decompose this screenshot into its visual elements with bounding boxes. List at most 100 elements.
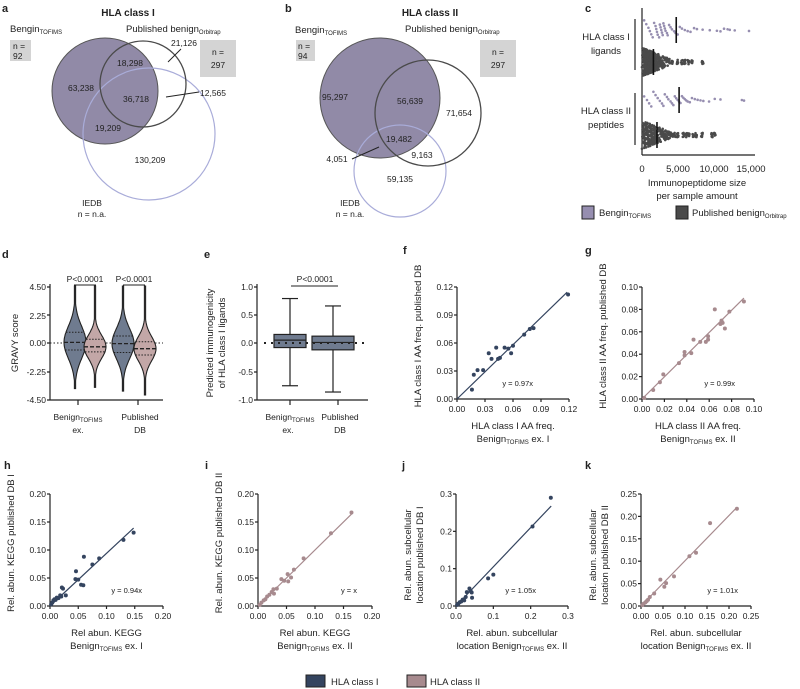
venn-count: 56,639	[397, 96, 423, 106]
n-box	[200, 40, 236, 77]
x-axis-label: HLA class II AA freq.	[655, 421, 741, 432]
venn-count: 9,163	[411, 150, 433, 160]
swarm-point	[656, 96, 659, 100]
swarm-point	[713, 134, 716, 137]
y-tick-label: 0.00	[436, 394, 453, 404]
y-tick-label: 0.06	[436, 338, 453, 348]
swarm-point	[654, 24, 657, 28]
panel-letter: j	[401, 460, 405, 472]
x-tick-label: 0.1	[487, 611, 499, 621]
y-tick-label: 0.08	[621, 304, 638, 314]
swarm-point	[670, 28, 674, 31]
p-value: P<0.0001	[67, 274, 104, 284]
data-point	[506, 346, 511, 351]
panel-letter: k	[585, 460, 592, 472]
fit-line	[49, 527, 135, 607]
swarm-point	[700, 135, 704, 139]
swarm-point	[644, 22, 648, 26]
swarm-point	[667, 23, 671, 27]
data-point	[63, 593, 68, 598]
panel-i-scatter: i 0.00 0.05 0.10 0.15 0.20 0.00 0.05 0.10 0.15 0.2…	[205, 460, 381, 653]
data-point	[291, 567, 296, 572]
data-point	[662, 584, 667, 589]
panel-letter: e	[204, 249, 210, 261]
x-axis-label: Rel abun. KEGG	[71, 628, 142, 639]
label-part: ex. II	[712, 434, 735, 445]
swarm-point	[665, 31, 669, 35]
row-label: ligands	[591, 46, 621, 57]
n-value: n = n.a.	[78, 209, 107, 219]
set-label-bengin: BenginTOFIMS	[295, 25, 347, 37]
regression-equation: y = 0.94x	[111, 586, 142, 595]
p-value: P<0.0001	[297, 274, 334, 284]
data-point	[470, 595, 475, 600]
swarm-point	[693, 97, 697, 101]
x-tick-label: 0.08	[723, 404, 740, 414]
data-point	[469, 590, 474, 595]
data-point	[121, 537, 126, 542]
panel-letter: h	[4, 460, 11, 472]
legend-swatch-class2	[406, 674, 427, 688]
y-axis-label: Rel. abun. KEGG published DB I	[6, 474, 17, 612]
swarm-point	[672, 29, 676, 33]
y-tick-label: 0.20	[620, 511, 637, 521]
violin	[83, 285, 107, 388]
legend-label-class1: HLA class I	[331, 677, 379, 688]
x-tick-label: DB	[334, 425, 346, 435]
venn-circle-bengin	[51, 37, 159, 145]
x-tick-label: 0.00	[633, 611, 650, 621]
data-point	[652, 591, 657, 596]
data-point	[727, 309, 732, 314]
y-tick-label: 0.04	[621, 349, 638, 359]
data-point	[664, 581, 669, 586]
bottom-legend: HLA class I HLA class II	[305, 674, 480, 688]
swarm-point	[647, 135, 650, 138]
y-tick-label: 0.15	[620, 534, 637, 544]
swarm-point	[648, 29, 652, 33]
regression-equation: y = 1.05x	[505, 586, 536, 595]
leader-line	[165, 91, 200, 98]
n-box	[480, 40, 516, 77]
swarm-point	[653, 54, 657, 57]
data-point	[328, 531, 333, 536]
venn-count: 21,126	[171, 38, 197, 48]
regression-equation: y = x	[341, 586, 357, 595]
y-tick-label: 0.00	[620, 601, 637, 611]
panel-letter: a	[2, 3, 9, 15]
set-label-published: Published benignOrbitrap	[405, 24, 500, 36]
data-point	[509, 351, 514, 356]
y-axis-label: Predicted immunogenicity	[205, 288, 216, 397]
x-tick-label: 0.10	[746, 404, 763, 414]
data-point	[682, 353, 687, 358]
ticks	[254, 286, 339, 405]
swarm-point	[659, 140, 663, 144]
x-tick-label: 0.25	[743, 611, 760, 621]
swarm-point	[657, 36, 661, 39]
data-point	[497, 355, 502, 360]
venn-circle-published	[99, 40, 187, 128]
swarm-point	[663, 93, 667, 96]
swarm-point	[715, 29, 719, 33]
swarm-point	[663, 27, 667, 30]
y-tick-label: 0.2	[440, 526, 452, 536]
x-tick-label: ex.	[72, 425, 83, 435]
label-part: ex. I	[529, 434, 550, 445]
y-tick-label: 0.3	[440, 489, 452, 499]
data-point	[689, 351, 694, 356]
n-label: n =	[212, 47, 224, 57]
data-point	[463, 595, 468, 600]
data-point	[722, 326, 727, 331]
ticks	[47, 286, 139, 405]
set-label-iedb: IEDB	[82, 198, 102, 208]
violin	[63, 285, 87, 390]
x-axis-label: BenignTOFIMS ex. II	[277, 641, 352, 653]
y-tick-label: 0.1	[440, 564, 452, 574]
swarm-point	[699, 99, 702, 102]
y-tick-label: 0.15	[29, 517, 46, 527]
n-value: 94	[298, 51, 308, 61]
data-point	[651, 388, 656, 393]
data-point	[566, 292, 571, 297]
data-point	[522, 332, 527, 337]
set-label-published: Published benignOrbitrap	[126, 24, 221, 36]
